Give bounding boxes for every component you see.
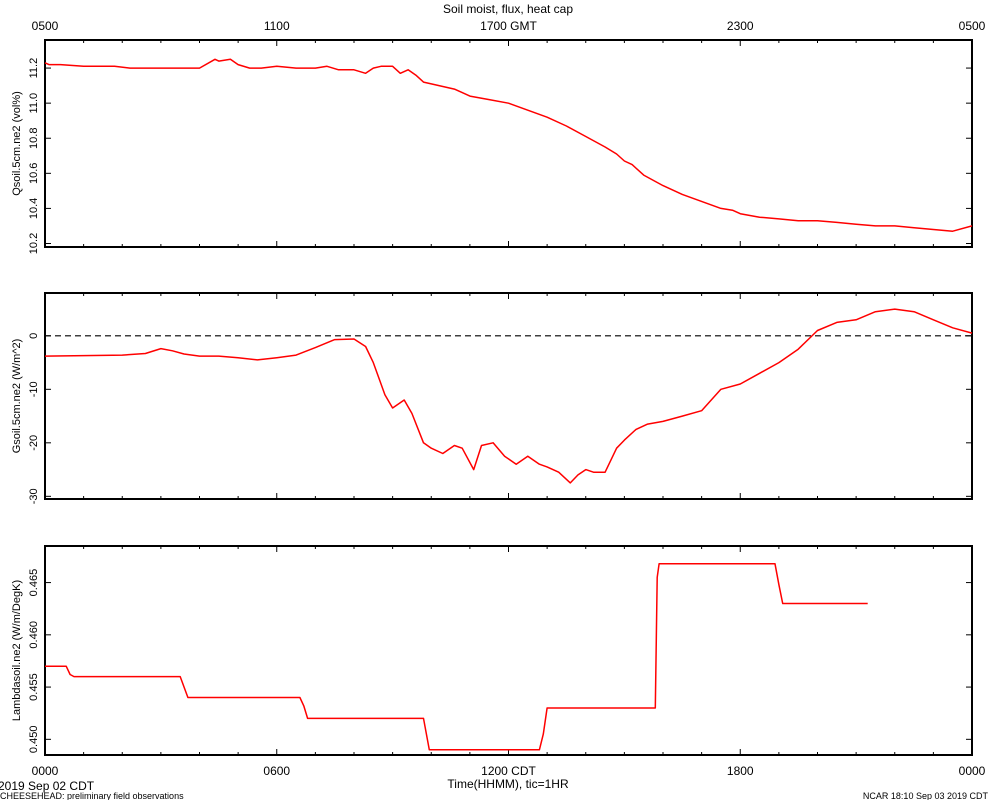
y-tick-label: 10.2: [28, 233, 40, 254]
y-tick-label: 11.0: [28, 93, 40, 114]
x-axis-label: Time(HHMM), tic=1HR: [447, 777, 569, 791]
y-tick-label: 0: [28, 333, 40, 339]
y-axis-label: Gsoil.5cm.ne2 (W/m^2): [11, 339, 23, 454]
y-tick-label: -10: [28, 381, 40, 397]
chart-title: Soil moist, flux, heat cap: [443, 2, 573, 16]
y-tick-label: 11.2: [28, 58, 40, 79]
top-tick-label: 1700 GMT: [480, 19, 537, 33]
plot-frame: [44, 545, 973, 756]
bottom-axis-tick-labels: 0000 0600 1200 CDT 1800 0000: [32, 764, 986, 778]
bottom-tick-label: 1800: [727, 764, 754, 778]
y-tick-label: 10.8: [28, 128, 40, 149]
top-tick-label: 1100: [264, 19, 290, 33]
panel-2: -30 -20 -10 0 Gsoil.5cm.ne2 (W/m^2): [11, 292, 973, 504]
series-line: [44, 58, 973, 232]
panel-1: 10.2 10.4 10.6 10.8 11.0 11.2 Qsoil.5cm.ne2 (v…: [11, 39, 973, 254]
panel-3: 0.450 0.455 0.460 0.465 Lambdasoil.ne2 (W/m/…: [11, 545, 973, 756]
y-axis-label: Lambdasoil.ne2 (W/m/DegK): [11, 580, 23, 721]
top-axis-tick-labels: 0500 1100 1700 GMT 2300 0500: [32, 19, 986, 33]
y-tick-label: 0.465: [28, 569, 40, 597]
bottom-tick-label: 0600: [263, 764, 290, 778]
y-tick-label: -20: [28, 435, 40, 451]
y-tick-label: -30: [28, 488, 40, 504]
bottom-tick-label: 0000: [959, 764, 986, 778]
series-line: [44, 308, 973, 484]
series-line: [45, 563, 868, 751]
y-tick-label: 10.4: [28, 198, 40, 219]
y-axis-label: Qsoil.5cm.ne2 (vol%): [11, 91, 23, 196]
y-tick-label: 10.6: [28, 163, 40, 184]
bottom-tick-label: 1200 CDT: [481, 764, 536, 778]
plot-frame: [44, 39, 973, 248]
footer-timestamp: NCAR 18:10 Sep 03 2019 CDT: [863, 791, 989, 800]
footer-note: CHEESEHEAD: preliminary field observatio…: [0, 791, 184, 800]
y-tick-label: 0.455: [28, 673, 40, 701]
bottom-tick-label: 0000: [32, 764, 59, 778]
top-tick-label: 0500: [32, 19, 59, 33]
top-tick-label: 2300: [727, 19, 754, 33]
footer-date: 2019 Sep 02 CDT: [0, 779, 95, 793]
y-tick-label: 0.450: [28, 726, 40, 754]
y-tick-label: 0.460: [28, 621, 40, 649]
chart-panels: 10.2 10.4 10.6 10.8 11.0 11.2 Qsoil.5cm.ne2 (v…: [11, 39, 973, 756]
top-tick-label: 0500: [959, 19, 986, 33]
